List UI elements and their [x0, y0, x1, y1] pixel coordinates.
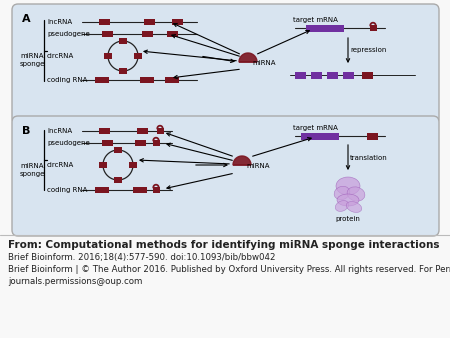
Bar [144, 19, 154, 25]
Text: B: B [22, 126, 31, 136]
Bar [119, 69, 127, 74]
Text: target mRNA: target mRNA [292, 125, 338, 131]
Bar [119, 39, 127, 44]
Bar [114, 177, 122, 183]
Bar [102, 140, 112, 146]
Bar [99, 163, 107, 168]
Bar [153, 187, 159, 193]
Text: pseudogene: pseudogene [47, 31, 90, 37]
Bar [153, 140, 159, 146]
Bar [343, 72, 354, 79]
Text: miRNA: miRNA [246, 163, 270, 169]
Ellipse shape [335, 200, 349, 211]
Text: Brief Bioinform. 2016;18(4):577-590. doi:10.1093/bib/bbw042: Brief Bioinform. 2016;18(4):577-590. doi… [8, 253, 275, 262]
Ellipse shape [336, 177, 360, 195]
Bar [133, 187, 147, 193]
Bar [102, 31, 112, 37]
Text: repression: repression [350, 47, 387, 53]
Bar [301, 132, 339, 140]
Bar [95, 77, 109, 83]
Bar [140, 77, 154, 83]
Polygon shape [239, 53, 257, 62]
Bar [157, 128, 163, 134]
Bar [135, 140, 145, 146]
Bar [99, 128, 109, 134]
Text: circRNA: circRNA [47, 53, 74, 59]
Ellipse shape [334, 186, 350, 200]
Bar [129, 163, 137, 168]
Bar [114, 147, 122, 153]
Text: lncRNA: lncRNA [47, 19, 72, 25]
Text: miRNA: miRNA [252, 60, 275, 66]
Ellipse shape [347, 187, 365, 201]
Text: miRNA
sponge: miRNA sponge [20, 163, 45, 177]
Bar [306, 24, 344, 31]
Bar [104, 53, 112, 59]
Text: From: Computational methods for identifying miRNA sponge interactions: From: Computational methods for identify… [8, 240, 440, 250]
Text: coding RNA: coding RNA [47, 77, 87, 83]
Bar [362, 72, 373, 79]
Text: translation: translation [350, 155, 388, 161]
Text: target mRNA: target mRNA [292, 17, 338, 23]
Bar [141, 31, 153, 37]
Bar [166, 31, 177, 37]
Text: circRNA: circRNA [47, 162, 74, 168]
Bar [136, 128, 148, 134]
Text: coding RNA: coding RNA [47, 187, 87, 193]
Text: A: A [22, 14, 31, 24]
Bar [95, 187, 109, 193]
Bar [165, 77, 179, 83]
Text: protein: protein [336, 216, 360, 222]
Ellipse shape [346, 201, 362, 213]
Text: Brief Bioinform | © The Author 2016. Published by Oxford University Press. All r: Brief Bioinform | © The Author 2016. Pub… [8, 265, 450, 274]
Bar [134, 53, 142, 59]
Bar [367, 133, 378, 140]
Text: miRNA
sponge: miRNA sponge [20, 53, 45, 67]
Bar [171, 19, 183, 25]
Text: lncRNA: lncRNA [47, 128, 72, 134]
Bar [295, 72, 306, 79]
FancyBboxPatch shape [12, 116, 439, 236]
Text: journals.permissions@oup.com: journals.permissions@oup.com [8, 277, 142, 286]
Polygon shape [233, 156, 251, 165]
Bar [327, 72, 338, 79]
FancyBboxPatch shape [12, 4, 439, 124]
Bar [99, 19, 109, 25]
Ellipse shape [337, 194, 359, 206]
Bar [311, 72, 322, 79]
Text: pseudogene: pseudogene [47, 140, 90, 146]
Bar [369, 25, 377, 31]
